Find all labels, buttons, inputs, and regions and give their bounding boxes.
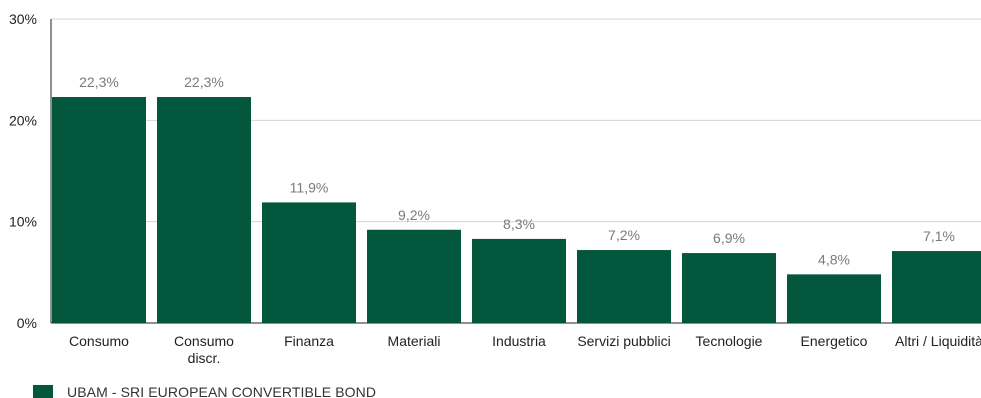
y-tick-label: 0% — [17, 315, 37, 331]
category-label: Altri / Liquidità — [895, 333, 981, 349]
bar — [262, 202, 356, 323]
bar — [577, 250, 671, 323]
category-label: Consumo — [69, 333, 129, 349]
data-label: 9,2% — [398, 207, 430, 223]
bar — [892, 251, 981, 323]
category-label: Servizi pubblici — [577, 333, 670, 349]
y-axis-ticks: 0% 10% 20% 30% — [9, 11, 37, 331]
bar — [157, 97, 251, 323]
data-label: 11,9% — [290, 179, 329, 195]
data-label: 4,8% — [818, 251, 850, 267]
category-labels: Consumo Consumo discr. Finanza Materiali Indu… — [69, 333, 981, 366]
legend-swatch — [33, 385, 53, 398]
data-label: 7,1% — [923, 228, 955, 244]
data-labels: 22,3% 22,3% 11,9% 9,2% 8,3% 7,2% 6,9% 4,8% 7,1% — [79, 74, 955, 267]
category-label: Materiali — [388, 333, 441, 349]
data-label: 7,2% — [608, 227, 640, 243]
y-tick-label: 30% — [9, 11, 37, 27]
bar — [682, 253, 776, 323]
category-label: Tecnologie — [696, 333, 763, 349]
bars — [52, 97, 981, 323]
category-label: Finanza — [284, 333, 334, 349]
bar — [472, 238, 566, 323]
legend-label: UBAM - SRI EUROPEAN CONVERTIBLE BOND — [67, 384, 376, 398]
category-label: Industria — [492, 333, 546, 349]
data-label: 22,3% — [184, 74, 224, 90]
data-label: 6,9% — [713, 230, 745, 246]
y-tick-label: 20% — [9, 112, 37, 128]
data-label: 8,3% — [503, 216, 535, 232]
category-label: Energetico — [801, 333, 868, 349]
bar — [52, 97, 146, 323]
category-label: Consumo discr. — [174, 333, 234, 366]
y-tick-label: 10% — [9, 214, 37, 230]
bar — [367, 229, 461, 323]
data-label: 22,3% — [79, 74, 119, 90]
bar — [787, 274, 881, 323]
legend: UBAM - SRI EUROPEAN CONVERTIBLE BOND — [33, 384, 376, 398]
